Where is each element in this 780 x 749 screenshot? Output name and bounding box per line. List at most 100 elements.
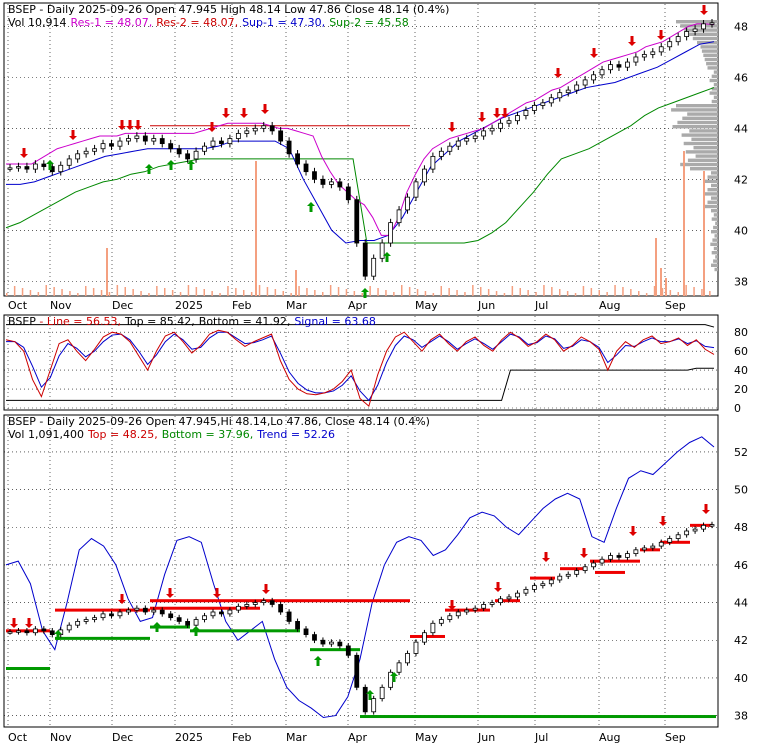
- panel-2-frame: [3, 314, 719, 411]
- p1-ytick-44: 44: [734, 122, 748, 135]
- p1-candle-body-75: [641, 54, 647, 58]
- volume-small-8: [69, 291, 71, 296]
- p3-sell-arrow-2: [118, 594, 126, 604]
- volume-small-75: [598, 290, 600, 296]
- p1-candle-body-34: [295, 153, 300, 165]
- volume-bar-1: [255, 161, 257, 296]
- volume-small-83: [661, 288, 664, 296]
- panel-3-lines: [5, 436, 715, 718]
- volume-small-5: [45, 285, 47, 296]
- panel-1-vol: Vol 10,914: [8, 16, 66, 29]
- vp-bar-43: [707, 200, 718, 204]
- p3-candle-body-39: [337, 641, 343, 647]
- vp-bar-8: [703, 53, 718, 57]
- p3-candle-body-25: [219, 611, 224, 615]
- resistance-level-8: [560, 567, 585, 571]
- p2-ytick-80: 80: [734, 326, 748, 339]
- p1-sell-arrow-7: [240, 108, 248, 118]
- p1-candle-body-70: [599, 69, 605, 76]
- volume-small-55: [440, 286, 442, 296]
- volume-small-70: [559, 289, 561, 296]
- p1-candle-body-39: [337, 181, 343, 188]
- p1-candle-body-15: [134, 135, 140, 139]
- p1-candle-body-31: [269, 125, 275, 132]
- volume-small-11: [92, 288, 95, 296]
- volume-small-89: [709, 291, 711, 296]
- p3-sell-arrow-7: [494, 582, 502, 592]
- resistance-level-4: [410, 634, 445, 638]
- p3-candle-body-1: [16, 630, 21, 633]
- vp-bar-6: [700, 45, 718, 49]
- p1-xtick-7: May: [415, 299, 438, 312]
- p3-candle-body-71: [608, 555, 613, 560]
- p3-xtick-2: Dec: [112, 731, 133, 744]
- p1-candle-body-27: [235, 133, 241, 139]
- volume-small-28: [227, 286, 229, 296]
- p3-candle-body-75: [641, 547, 647, 551]
- p3-candle-body-9: [83, 619, 89, 622]
- p3-candle-body-30: [261, 600, 267, 603]
- p1-candle-body-47: [405, 196, 410, 211]
- p3-candle-body-11: [100, 613, 106, 619]
- vp-bar-13: [711, 74, 718, 78]
- volume-small-43: [345, 289, 348, 296]
- p3-candle-body-66: [565, 573, 571, 577]
- p3-sell-arrow-5: [262, 584, 270, 594]
- panel-3-trend: Trend = 52.26: [256, 428, 335, 441]
- p1-candle-body-73: [625, 61, 630, 68]
- p1-candle-body-13: [117, 140, 123, 147]
- panel-1-y-ticks: 48 46 44 42 40 38: [734, 20, 748, 288]
- volume-small-81: [645, 293, 648, 296]
- vp-bar-52: [712, 238, 718, 242]
- volume-small-44: [353, 291, 356, 296]
- support-level-3: [190, 629, 300, 633]
- p1-candle-body-71: [608, 64, 613, 71]
- resistance-level-9: [595, 570, 625, 574]
- volume-small-37: [298, 286, 300, 296]
- p3-candle-body-47: [405, 653, 410, 664]
- volume-small-1: [13, 286, 16, 296]
- p3-candle-body-4: [41, 628, 47, 632]
- resistance-level-1: [55, 608, 150, 612]
- volume-small-40: [322, 292, 324, 296]
- p3-candle-body-16: [142, 607, 148, 613]
- volume-small-42: [337, 287, 340, 296]
- osc-top-line: [6, 324, 715, 328]
- p1-candle-body-21: [185, 153, 191, 160]
- p1-candle-body-61: [523, 110, 529, 116]
- p3-candle-body-67: [574, 570, 580, 575]
- volume-small-49: [393, 292, 395, 296]
- vp-bar-20: [676, 104, 718, 108]
- p3-candle-body-18: [159, 609, 165, 615]
- p1-candle-body-44: [379, 242, 385, 259]
- support-level-4: [310, 648, 360, 652]
- panel-2-lines: [5, 324, 715, 407]
- p1-candle-body-53: [455, 140, 461, 147]
- volume-small-84: [669, 290, 672, 296]
- p3-ytick-46: 46: [734, 559, 748, 572]
- p3-ytick-44: 44: [734, 597, 748, 610]
- p3-candle-body-53: [455, 611, 461, 617]
- volume-small-56: [448, 288, 450, 296]
- p1-candle-body-82: [701, 23, 706, 30]
- panel-1-candles: [7, 18, 715, 280]
- p1-candle-body-29: [252, 127, 258, 132]
- p3-sell-arrow-3: [166, 588, 174, 598]
- volume-small-77: [614, 285, 616, 296]
- p3-buy-arrow-5: [390, 672, 398, 682]
- volume-bar-7: [703, 171, 705, 296]
- p3-xtick-0: Oct: [8, 731, 28, 744]
- panel-2-top: Top = 85.42,: [124, 315, 195, 328]
- p3-candle-body-59: [506, 596, 512, 600]
- volume-small-0: [6, 293, 8, 296]
- p3-candle-body-61: [523, 588, 529, 594]
- volume-bars: [6, 151, 711, 296]
- panel-1-res2: Res-2 = 48.07,: [156, 16, 238, 29]
- volume-bar-4: [660, 268, 662, 296]
- volume-small-58: [464, 292, 466, 296]
- p1-candle-body-28: [244, 130, 250, 134]
- volume-bar-5: [665, 278, 667, 296]
- p3-candle-body-60: [515, 592, 520, 598]
- volume-small-30: [243, 290, 245, 296]
- panel-3-y-ticks: 52 50 48 46 44 42 40 38: [734, 446, 748, 723]
